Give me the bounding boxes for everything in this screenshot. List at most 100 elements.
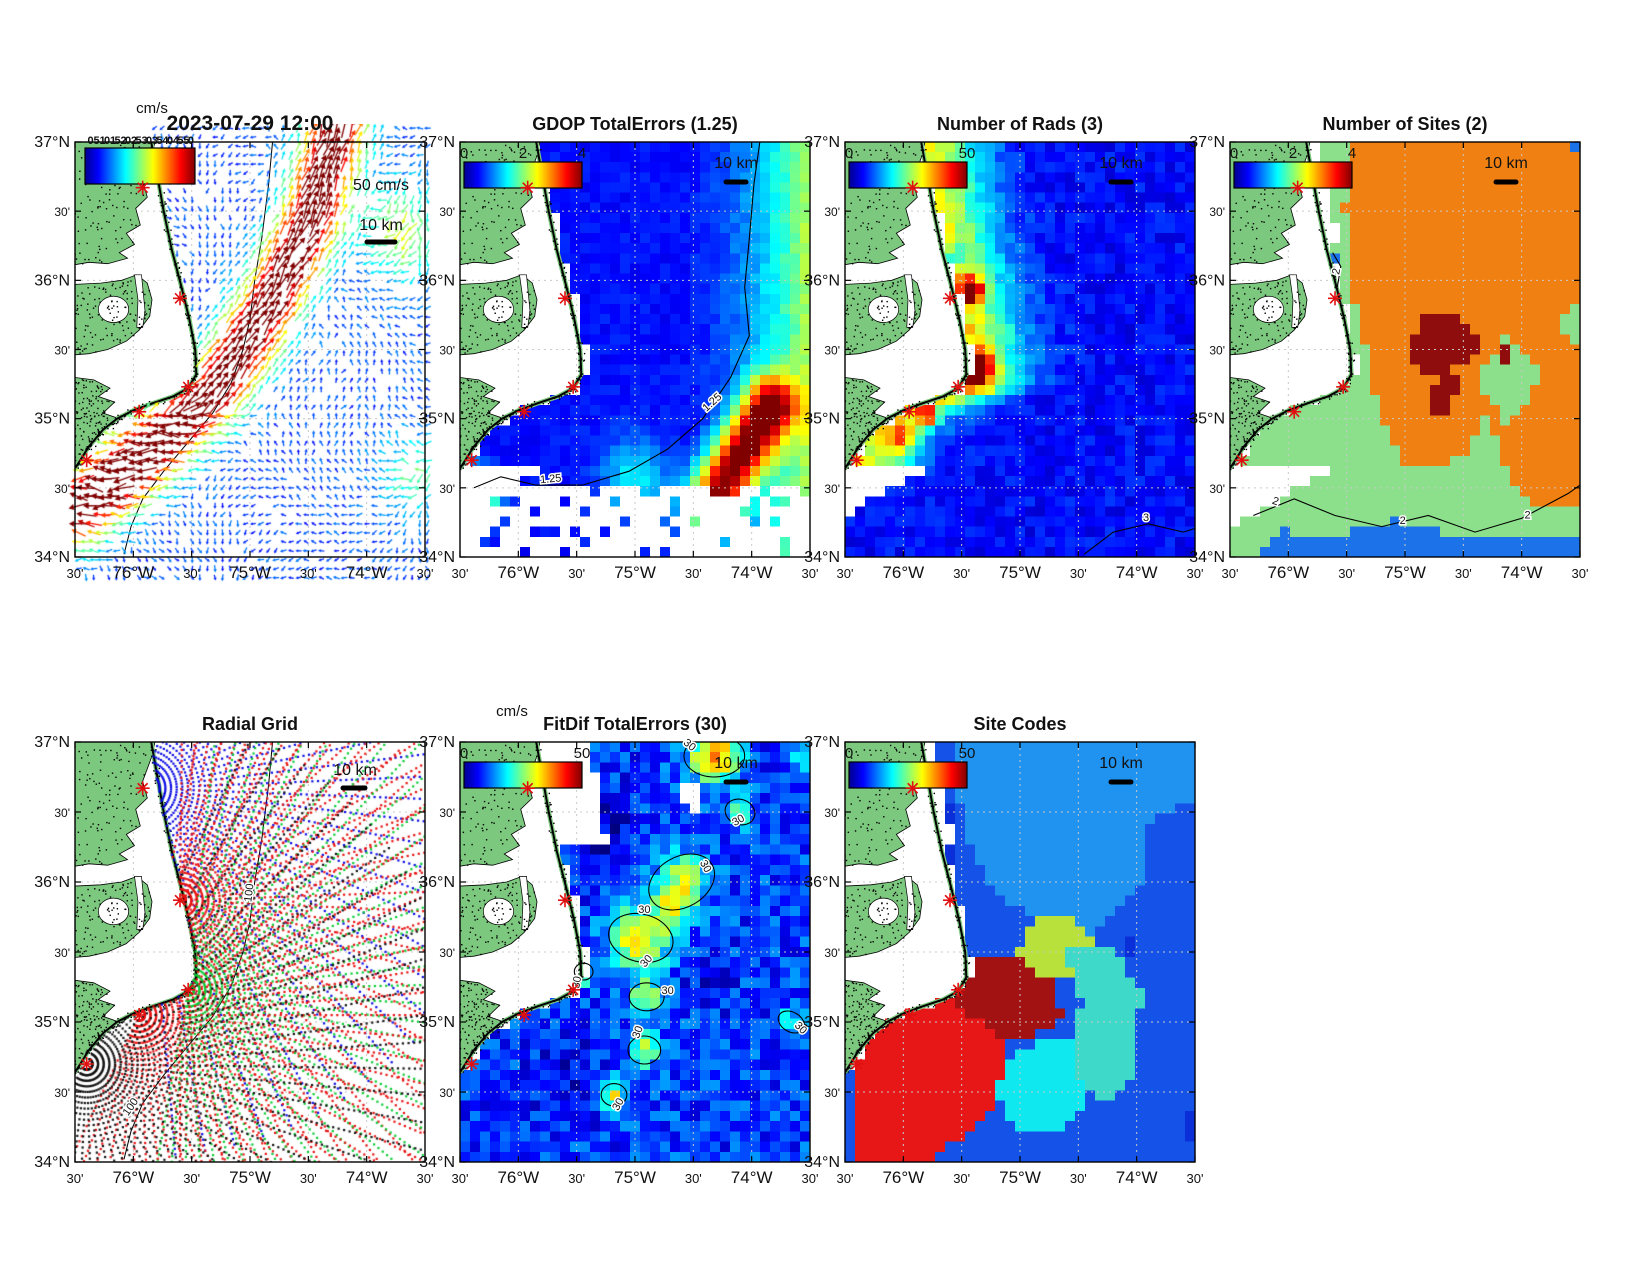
colorbar-tick: 2 [1289, 145, 1297, 162]
contour-label: 30 [697, 858, 714, 875]
lat-tick-label: 34°N [804, 1154, 840, 1171]
lat-tick-label: 30' [824, 482, 840, 496]
colorbar-tick: 0 [460, 145, 468, 162]
lon-tick-label: 74°W [1116, 1168, 1158, 1187]
speed-legend: 50 cm/s [353, 177, 409, 194]
lat-tick-label: 30' [824, 1086, 840, 1100]
radar-site-marker [181, 379, 196, 394]
lon-tick-label: 75°W [999, 563, 1041, 582]
radar-site-marker [905, 781, 920, 796]
lon-tick-label: 30' [1222, 566, 1239, 581]
lat-tick-label: 35°N [804, 411, 840, 428]
lon-tick-label: 30' [417, 1171, 434, 1186]
lat-tick-label: 30' [439, 1086, 455, 1100]
colorbar-tick: 50 [959, 145, 976, 162]
lon-tick-label: 30' [183, 1171, 200, 1186]
lon-tick-label: 74°W [731, 1168, 773, 1187]
lat-tick-label: 37°N [804, 134, 840, 151]
contour-label: 30 [638, 904, 650, 916]
lon-tick-label: 74°W [346, 1168, 388, 1187]
lat-tick-label: 36°N [804, 272, 840, 289]
contour-label: 2 [1524, 509, 1530, 521]
lon-tick-label: 76°W [497, 1168, 539, 1187]
lat-tick-label: 35°N [419, 1014, 455, 1031]
radar-site-marker [943, 291, 957, 306]
colorbar-tick: 50 [959, 745, 976, 762]
colorbar-units-label: cm/s [496, 703, 528, 720]
radar-site-marker [79, 453, 94, 468]
lat-tick-label: 35°N [804, 1014, 840, 1031]
radar-site-marker [181, 982, 196, 997]
radar-site-marker [849, 1057, 864, 1071]
colorbar-tick: 0 [845, 145, 853, 162]
radar-site-marker [1234, 453, 1249, 468]
radar-site-marker [464, 1057, 479, 1071]
radar-site-marker [520, 781, 535, 796]
lat-tick-label: 34°N [804, 549, 840, 566]
radar-site-marker [132, 404, 147, 419]
lat-tick-label: 30' [54, 344, 70, 358]
lon-tick-label: 74°W [1116, 563, 1158, 582]
scale-bar-label: 10 km [1484, 155, 1528, 172]
lon-tick-label: 30' [1070, 1171, 1087, 1186]
current-vectors-overlay [47, 124, 453, 622]
lat-tick-label: 34°N [34, 1154, 70, 1171]
radar-site-marker [902, 1008, 917, 1022]
radar-site-marker [173, 291, 187, 306]
radar-site-marker [951, 379, 966, 394]
lon-tick-label: 30' [452, 566, 469, 581]
panel-title: GDOP TotalErrors (1.25) [532, 114, 737, 134]
lon-tick-label: 74°W [1501, 563, 1543, 582]
radar-site-marker [464, 453, 479, 468]
contour-label: 30 [610, 1096, 627, 1113]
lat-tick-label: 37°N [34, 134, 70, 151]
number_of_rads-chrome: 37°N30'36°N30'35°N30'34°N30' 76°W 30' 75°W 3… [804, 114, 1203, 582]
lon-tick-label: 30' [685, 566, 702, 581]
lat-tick-label: 37°N [1189, 134, 1225, 151]
radar-site-marker [558, 291, 572, 306]
radar-site-marker [135, 781, 150, 796]
lat-tick-label: 35°N [34, 411, 70, 428]
lon-tick-label: 76°W [1267, 563, 1309, 582]
lon-tick-label: 30' [953, 566, 970, 581]
radar-site-marker [520, 180, 535, 195]
lat-tick-label: 34°N [419, 549, 455, 566]
lat-tick-label: 37°N [419, 134, 455, 151]
radar-site-marker [566, 982, 581, 997]
radar-site-marker [173, 893, 187, 908]
lat-tick-label: 37°N [804, 734, 840, 751]
contour-label: 30 [662, 985, 674, 997]
lon-tick-label: 30' [1338, 566, 1355, 581]
lon-tick-label: 76°W [112, 563, 154, 582]
scale-bar-label: 10 km [1099, 155, 1143, 172]
panel-title: Site Codes [973, 714, 1066, 734]
lat-tick-label: 30' [1209, 482, 1225, 496]
scale-bar-label: 10 km [1099, 755, 1143, 772]
scale-bar-label: 10 km [714, 755, 758, 772]
lon-tick-label: 30' [67, 566, 84, 581]
lon-tick-label: 75°W [229, 1168, 271, 1187]
lon-tick-label: 30' [452, 1171, 469, 1186]
lat-tick-label: 30' [54, 806, 70, 820]
colorbar [84, 147, 196, 185]
colorbar-tick: 0 [460, 745, 468, 762]
contour-label: 2 [1400, 515, 1406, 527]
contour-label: 30 [681, 737, 698, 754]
contour-label: 100 [121, 1096, 141, 1118]
colorbar-ticks-crammed: 0 5 10 15 20 25 30 35 40 45 50 [88, 135, 194, 147]
lon-tick-label: 76°W [112, 1168, 154, 1187]
radar-site-marker [566, 379, 581, 394]
lat-tick-label: 30' [54, 946, 70, 960]
lon-tick-label: 30' [837, 1171, 854, 1186]
totals_vectors-chrome: 37°N30'36°N30'35°N30'34°N30' 76°W 30' 75°W 3… [34, 100, 433, 582]
lat-tick-label: 30' [824, 806, 840, 820]
lat-tick-label: 36°N [34, 272, 70, 289]
contour-label: 30 [730, 812, 747, 829]
colorbar-tick: 0 [1230, 145, 1238, 162]
scale-bar-label: 10 km [714, 155, 758, 172]
radar-site-marker [517, 404, 532, 419]
lat-tick-label: 30' [54, 205, 70, 219]
lat-tick-label: 30' [439, 482, 455, 496]
lon-tick-label: 75°W [614, 1168, 656, 1187]
lat-tick-label: 37°N [34, 734, 70, 751]
